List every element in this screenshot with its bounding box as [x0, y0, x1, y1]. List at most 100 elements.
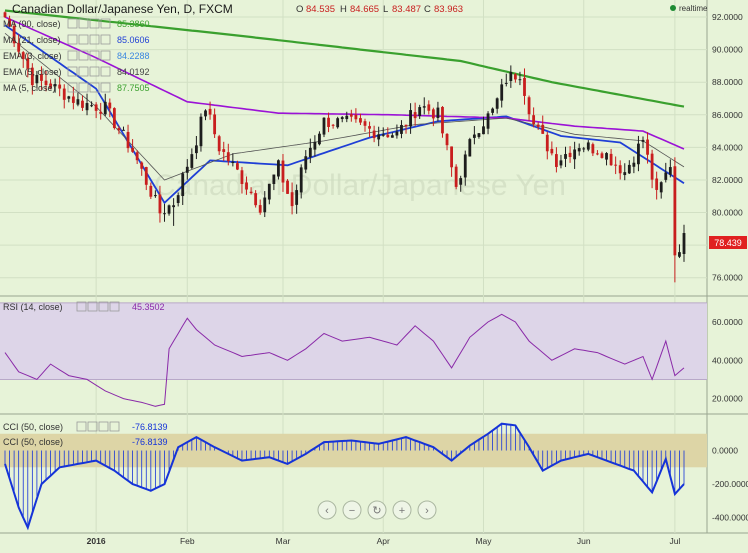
candle-body: [527, 97, 531, 115]
legend-button-icon[interactable]: [100, 34, 111, 45]
indicator-layer: [4, 313, 685, 531]
candle-layer: [3, 11, 686, 283]
candle-body: [149, 185, 153, 197]
candle-body: [354, 114, 358, 120]
reset-button[interactable]: ↻: [367, 500, 387, 520]
chart-title[interactable]: Canadian Dollar/Japanese Yen, D, FXCM: [12, 2, 233, 16]
legend-button-icon[interactable]: [100, 82, 111, 93]
candle-body: [336, 118, 340, 128]
ohlc-high-key: H: [340, 4, 347, 15]
legend-item[interactable]: EMA (5, close) 84.0192: [3, 66, 150, 77]
candle-body: [131, 147, 135, 152]
chevron-right-button[interactable]: ›: [417, 500, 437, 520]
candle-body: [609, 153, 613, 166]
legend-button-icon[interactable]: [78, 50, 89, 61]
remove-button-icon[interactable]: [109, 301, 120, 312]
legend-button-icon[interactable]: [89, 82, 100, 93]
legend-button-icon[interactable]: [89, 34, 100, 45]
settings-button-icon[interactable]: [76, 421, 87, 432]
candle-body: [568, 152, 572, 158]
candle-body: [322, 117, 326, 135]
candle-body: [559, 160, 563, 166]
visibility-button-icon[interactable]: [87, 421, 98, 432]
candle-body: [359, 118, 362, 123]
candle-body: [668, 167, 672, 175]
legend-button-icon[interactable]: [67, 34, 78, 45]
legend-button-icon[interactable]: [89, 66, 100, 77]
legend-button-icon[interactable]: [78, 66, 89, 77]
candle-body: [655, 178, 659, 190]
legend-button-icon[interactable]: [67, 18, 78, 29]
time-tick-label: Mar: [276, 536, 291, 546]
candle-body: [586, 142, 590, 150]
candle-body: [286, 180, 289, 194]
legend-button-icon[interactable]: [100, 66, 111, 77]
remove-button-icon[interactable]: [109, 421, 120, 432]
candle-body: [600, 153, 604, 158]
minus-button[interactable]: −: [342, 500, 362, 520]
candle-body: [258, 205, 262, 213]
candle-body: [422, 106, 426, 108]
candle-body: [523, 77, 526, 96]
legend-button-icon[interactable]: [89, 18, 100, 29]
chevron-right-icon: [417, 500, 437, 520]
series-line-0: [4, 9, 685, 108]
visibility-button-icon[interactable]: [87, 301, 98, 312]
candle-body: [431, 109, 435, 119]
legend-button-icon[interactable]: [89, 50, 100, 61]
legend-button-icon[interactable]: [67, 82, 78, 93]
candle-body: [199, 116, 203, 147]
format-button-icon[interactable]: [98, 421, 109, 432]
cci-label-1[interactable]: CCI (50, close): [3, 422, 63, 432]
candle-body: [418, 107, 422, 117]
candle-body: [363, 121, 367, 126]
candle-body: [381, 134, 385, 136]
realtime-label[interactable]: realtime: [679, 4, 708, 13]
candle-body: [482, 126, 485, 135]
cci-header-buttons: [76, 421, 120, 432]
ohlc-open-value: 84.535: [306, 4, 335, 15]
candle-body: [345, 115, 349, 120]
legend-button-icon[interactable]: [78, 18, 89, 29]
candle-body: [226, 152, 230, 162]
time-tick-label: 2016: [87, 536, 106, 546]
candle-body: [518, 79, 522, 81]
settings-button-icon[interactable]: [76, 301, 87, 312]
legend-item[interactable]: MA (21, close) 85.0606: [3, 34, 150, 45]
cci-label-2[interactable]: CCI (50, close): [3, 437, 63, 447]
legend-item[interactable]: MA (5, close) 87.7505: [3, 82, 150, 93]
candle-body: [153, 195, 157, 197]
format-button-icon[interactable]: [98, 301, 109, 312]
price-tick-label: 88.0000: [712, 77, 743, 87]
candle-body: [682, 233, 686, 254]
legend-button-icon[interactable]: [67, 50, 78, 61]
candle-body: [427, 104, 431, 111]
candle-body: [21, 52, 25, 60]
realtime-dot-icon: [670, 5, 676, 11]
legend-button-icon[interactable]: [67, 66, 78, 77]
cci-value-1: -76.8139: [132, 422, 168, 432]
candle-body: [112, 108, 116, 128]
plus-button[interactable]: +: [392, 500, 412, 520]
candle-body: [12, 25, 16, 44]
legend-button-icon[interactable]: [100, 18, 111, 29]
legend-button-icon[interactable]: [78, 82, 89, 93]
candle-body: [71, 96, 75, 103]
price-axis-panel[interactable]: [707, 0, 748, 548]
minus-icon-glyph: −: [349, 505, 355, 517]
candle-body: [58, 84, 62, 89]
legend-button-icon[interactable]: [78, 34, 89, 45]
candle-body: [564, 154, 567, 159]
candle-body: [176, 195, 180, 203]
candle-body: [596, 153, 599, 155]
candle-body: [368, 126, 371, 129]
rsi-label[interactable]: RSI (14, close): [3, 302, 63, 312]
candle-body: [486, 113, 490, 129]
legend-button-icon[interactable]: [100, 50, 111, 61]
chevron-left-button[interactable]: ‹: [317, 500, 337, 520]
minus-icon: [342, 500, 362, 520]
candle-body: [504, 82, 508, 84]
legend-item[interactable]: EMA (3, close) 84.2288: [3, 50, 150, 61]
candle-body: [217, 136, 221, 152]
legend-item[interactable]: MA (90, close) 85.3860: [3, 18, 150, 29]
